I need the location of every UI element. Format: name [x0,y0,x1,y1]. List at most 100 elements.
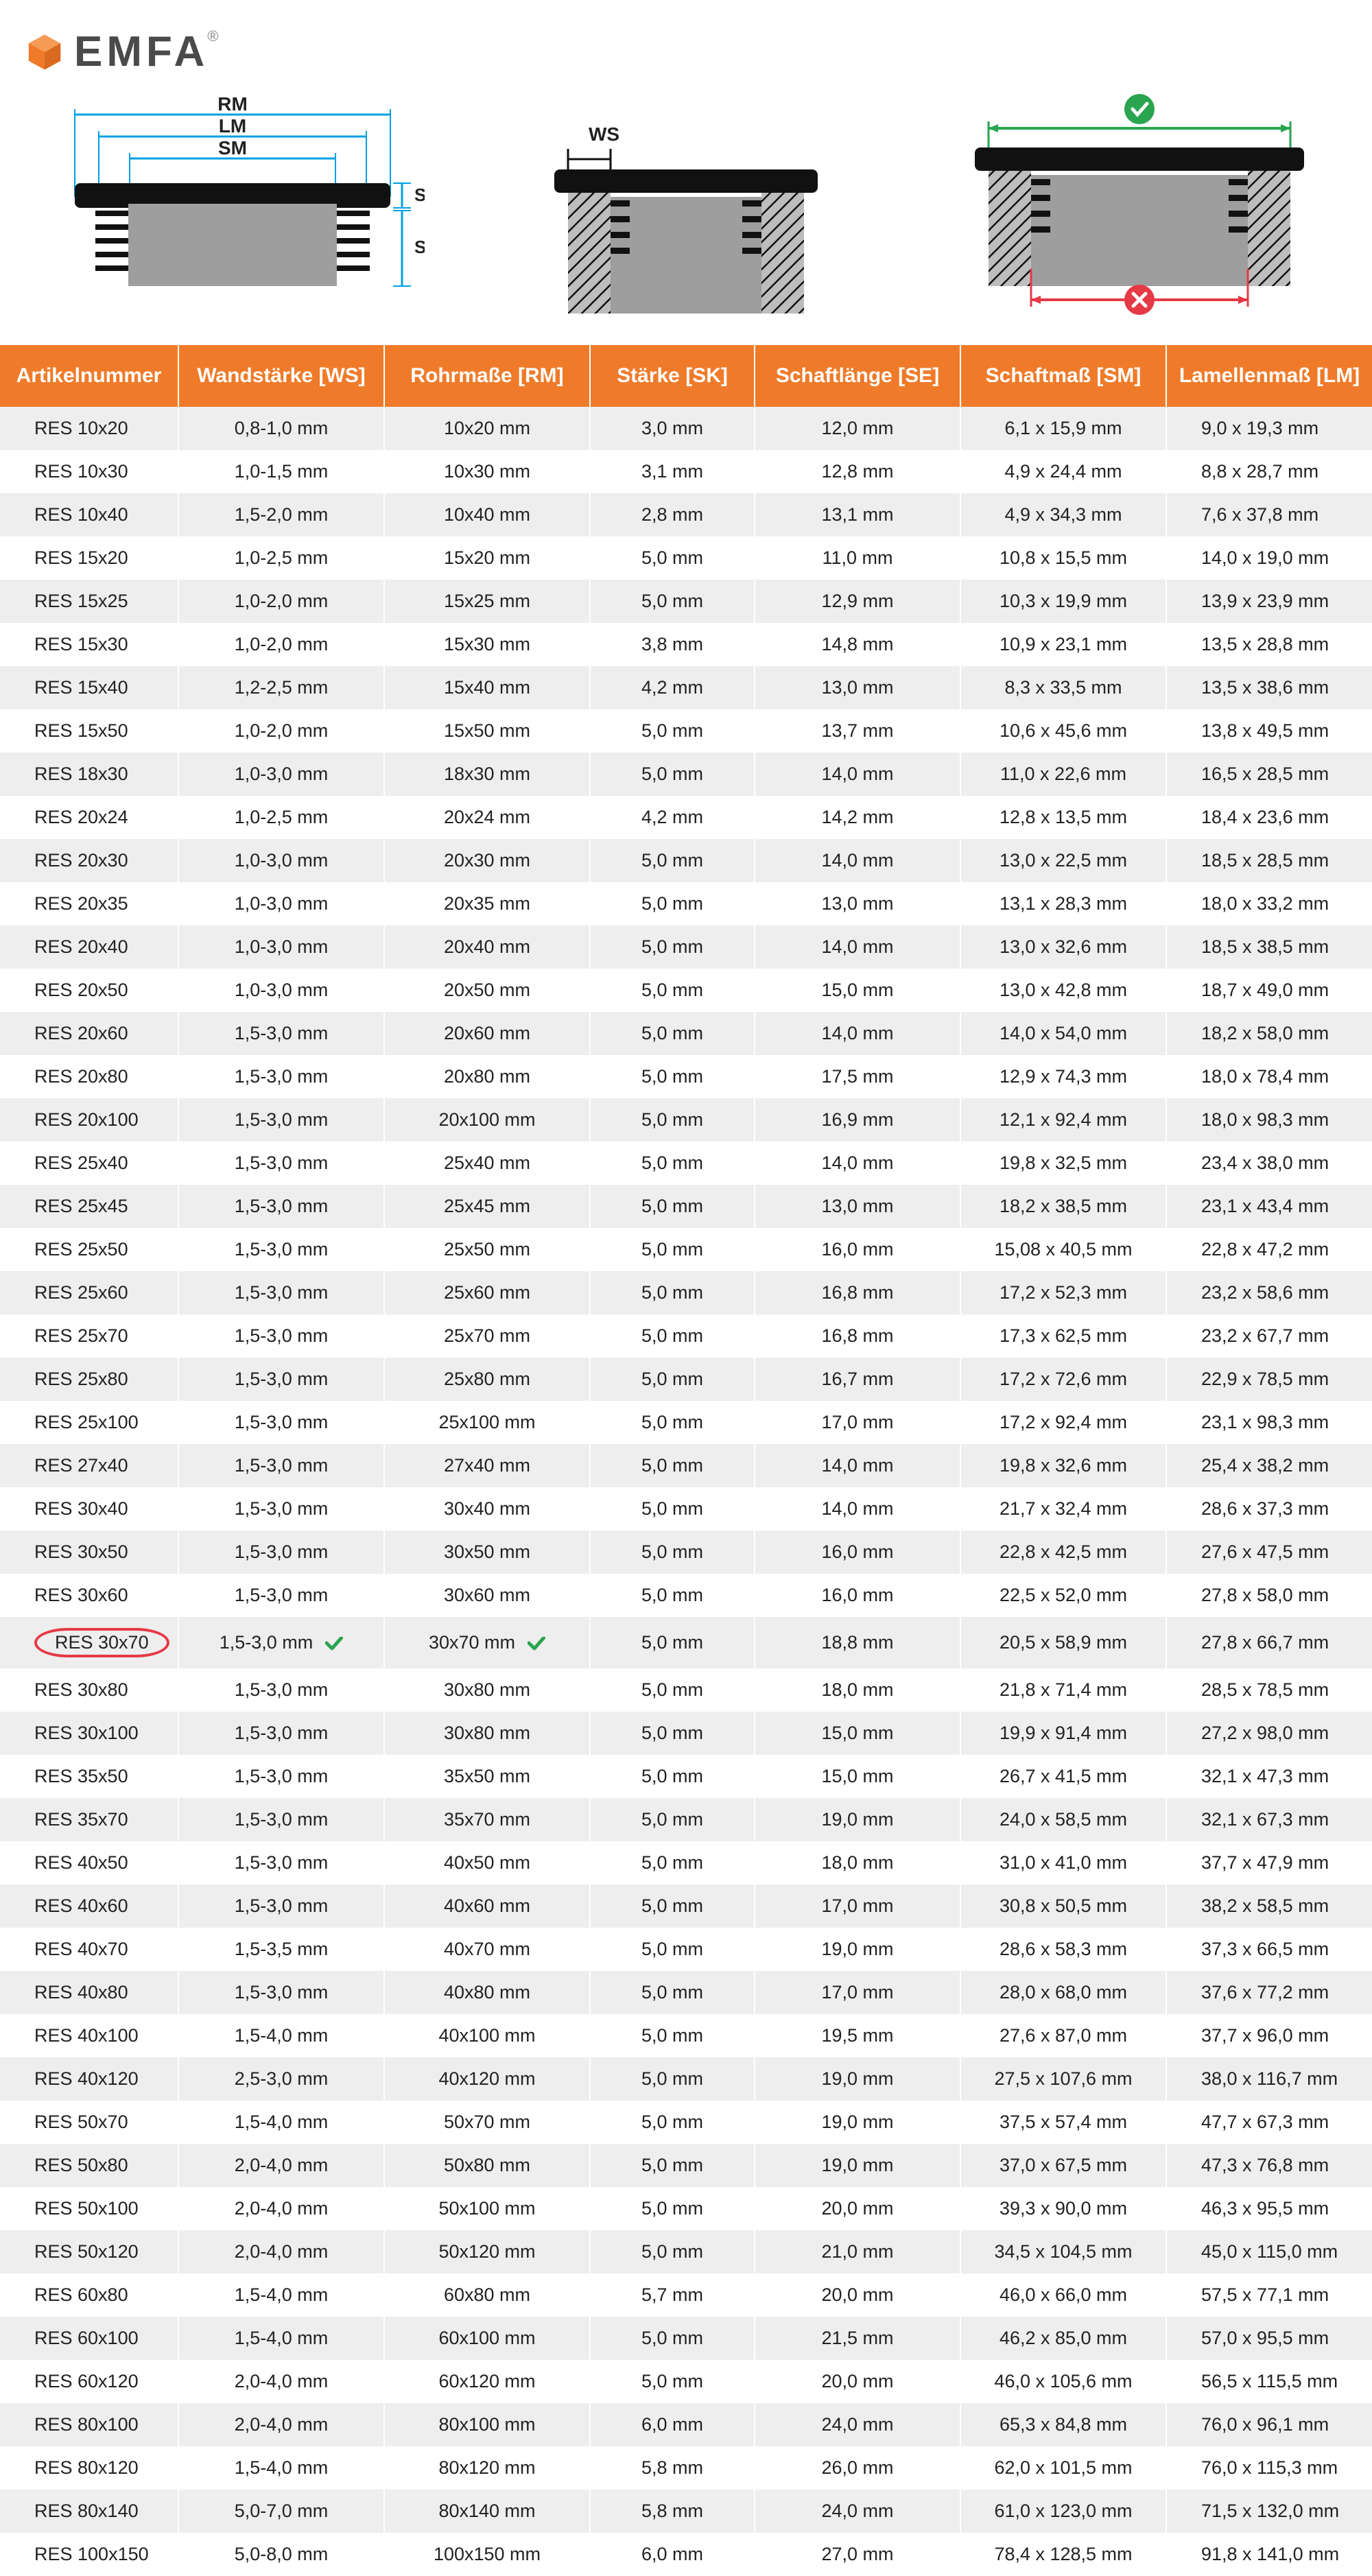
table-cell: 18,0 mm [755,1841,960,1884]
table-cell: 20,0 mm [755,2273,960,2317]
table-row: RES 30x801,5-3,0 mm30x80 mm5,0 mm18,0 mm… [0,1668,1372,1712]
table-cell: 13,0 mm [755,882,960,925]
table-cell: 1,5-3,0 mm [178,1712,384,1755]
table-cell: 15x20 mm [384,536,590,580]
table-cell: 4,2 mm [590,796,755,839]
table-cell: 91,8 x 141,0 mm [1166,2533,1372,2576]
table-cell: 9,0 x 19,3 mm [1166,407,1372,450]
table-header-row: ArtikelnummerWandstärke [WS]Rohrmaße [RM… [0,345,1372,407]
table-row: RES 30x401,5-3,0 mm30x40 mm5,0 mm14,0 mm… [0,1487,1372,1531]
table-cell: 15x30 mm [384,623,590,666]
table-cell: 27,0 mm [755,2533,960,2576]
table-row: RES 20x351,0-3,0 mm20x35 mm5,0 mm13,0 mm… [0,882,1372,925]
table-cell: 47,3 x 76,8 mm [1166,2144,1372,2187]
table-row: RES 15x401,2-2,5 mm15x40 mm4,2 mm13,0 mm… [0,666,1372,709]
table-cell: 10x40 mm [384,493,590,536]
table-cell: RES 60x80 [0,2273,178,2317]
table-cell: RES 27x40 [0,1444,178,1487]
table-cell: 10,9 x 23,1 mm [960,623,1166,666]
table-row: RES 15x501,0-2,0 mm15x50 mm5,0 mm13,7 mm… [0,709,1372,753]
table-cell: 28,6 x 58,3 mm [960,1928,1166,1971]
table-cell: 71,5 x 132,0 mm [1166,2490,1372,2533]
table-cell: 5,0 mm [590,1712,755,1755]
label-ws: WS [589,123,619,145]
table-cell: 5,0 mm [590,1444,755,1487]
table-cell: 65,3 x 84,8 mm [960,2403,1166,2446]
table-cell: 2,8 mm [590,493,755,536]
table-cell: 50x120 mm [384,2230,590,2273]
table-cell: 19,0 mm [755,2144,960,2187]
table-cell: 13,0 mm [755,666,960,709]
table-cell: RES 35x50 [0,1755,178,1798]
table-cell: 47,7 x 67,3 mm [1166,2101,1372,2144]
table-cell: 18,7 x 49,0 mm [1166,969,1372,1012]
table-cell: 78,4 x 128,5 mm [960,2533,1166,2576]
table-cell: 14,0 x 19,0 mm [1166,536,1372,580]
table-cell: 12,0 mm [755,407,960,450]
table-cell: RES 18x30 [0,753,178,796]
table-row: RES 50x1002,0-4,0 mm50x100 mm5,0 mm20,0 … [0,2187,1372,2230]
table-cell: 19,9 x 91,4 mm [960,1712,1166,1755]
table-cell: 18,2 x 38,5 mm [960,1185,1166,1228]
table-cell: 15x50 mm [384,709,590,753]
table-cell: 1,5-3,0 mm [178,1617,384,1668]
table-cell: 40x100 mm [384,2014,590,2057]
table-cell: RES 50x70 [0,2101,178,2144]
table-cell: 2,5-3,0 mm [178,2057,384,2101]
table-cell: 32,1 x 47,3 mm [1166,1755,1372,1798]
table-cell: 1,5-4,0 mm [178,2446,384,2490]
table-row: RES 25x1001,5-3,0 mm25x100 mm5,0 mm17,0 … [0,1401,1372,1444]
table-cell: RES 25x50 [0,1228,178,1271]
table-row: RES 20x501,0-3,0 mm20x50 mm5,0 mm15,0 mm… [0,969,1372,1012]
table-cell: 22,8 x 47,2 mm [1166,1228,1372,1271]
table-cell: RES 50x120 [0,2230,178,2273]
table-cell: 20x30 mm [384,839,590,882]
table-cell: 16,0 mm [755,1574,960,1617]
table-cell: 21,8 x 71,4 mm [960,1668,1166,1712]
table-cell: 17,2 x 92,4 mm [960,1401,1166,1444]
label-se: SE [414,237,425,257]
table-cell: 5,0 mm [590,1531,755,1574]
table-row: RES 35x701,5-3,0 mm35x70 mm5,0 mm19,0 mm… [0,1798,1372,1841]
col-header: Wandstärke [WS] [178,345,384,407]
col-header: Stärke [SK] [590,345,755,407]
table-cell: 1,5-3,0 mm [178,1228,384,1271]
table-cell: 1,5-4,0 mm [178,2273,384,2317]
table-cell: 12,9 mm [755,580,960,623]
table-cell: 35x50 mm [384,1755,590,1798]
table-cell: 1,5-4,0 mm [178,2317,384,2360]
table-cell: 11,0 x 22,6 mm [960,753,1166,796]
table-row: RES 27x401,5-3,0 mm27x40 mm5,0 mm14,0 mm… [0,1444,1372,1487]
table-cell: 13,7 mm [755,709,960,753]
table-cell: RES 15x20 [0,536,178,580]
table-cell: 3,0 mm [590,407,755,450]
table-cell: 23,2 x 58,6 mm [1166,1271,1372,1314]
table-row: RES 10x200,8-1,0 mm10x20 mm3,0 mm12,0 mm… [0,407,1372,450]
table-cell: RES 25x40 [0,1142,178,1185]
table-cell: 25x40 mm [384,1142,590,1185]
table-row: RES 30x501,5-3,0 mm30x50 mm5,0 mm16,0 mm… [0,1531,1372,1574]
table-cell: 28,5 x 78,5 mm [1166,1668,1372,1712]
table-cell: RES 15x25 [0,580,178,623]
table-cell: RES 80x100 [0,2403,178,2446]
table-cell: 20x50 mm [384,969,590,1012]
table-cell: 13,5 x 28,8 mm [1166,623,1372,666]
table-cell: RES 15x30 [0,623,178,666]
logo: EMFA® [0,0,1372,87]
table-cell: 10x30 mm [384,450,590,493]
table-cell: 1,5-4,0 mm [178,2101,384,2144]
spec-table: ArtikelnummerWandstärke [WS]Rohrmaße [RM… [0,345,1372,2576]
table-cell: 14,0 mm [755,1444,960,1487]
table-cell: 11,0 mm [755,536,960,580]
table-cell: 17,3 x 62,5 mm [960,1314,1166,1358]
table-cell: RES 30x60 [0,1574,178,1617]
table-row: RES 20x601,5-3,0 mm20x60 mm5,0 mm14,0 mm… [0,1012,1372,1055]
table-cell: 10x20 mm [384,407,590,450]
table-cell: 5,0 mm [590,1401,755,1444]
table-cell: RES 40x60 [0,1884,178,1928]
table-cell: 7,6 x 37,8 mm [1166,493,1372,536]
table-cell: 10,8 x 15,5 mm [960,536,1166,580]
table-cell: 5,0 mm [590,1755,755,1798]
table-cell: 19,0 mm [755,1928,960,1971]
table-cell: 80x120 mm [384,2446,590,2490]
